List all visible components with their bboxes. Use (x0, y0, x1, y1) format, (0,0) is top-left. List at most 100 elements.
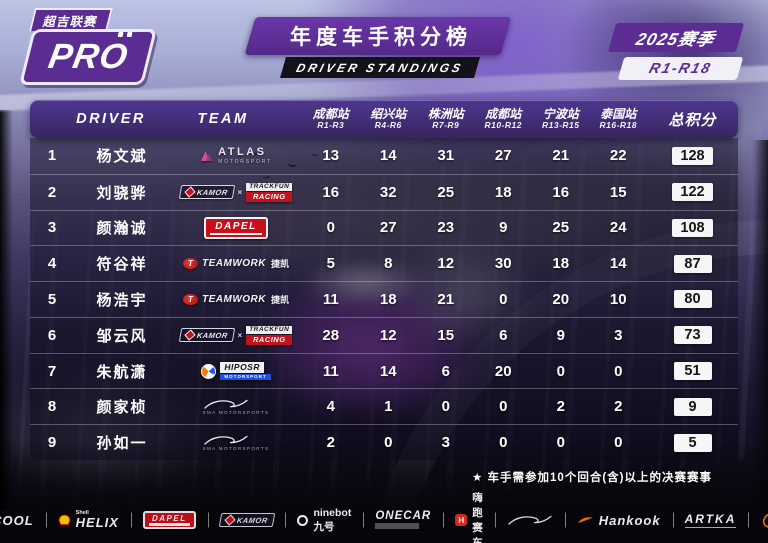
total-badge: 9 (673, 397, 712, 416)
points-cell: 18 (379, 290, 397, 308)
team-name-cn: 捷凯 (270, 259, 289, 270)
driver-name: 杨文斌 (96, 148, 148, 166)
sponsor-artka: ARTKA (673, 512, 749, 528)
total-cell: 5 (647, 433, 738, 452)
team-cell: KAMOR × TRACKFUN RACING (170, 182, 302, 202)
trackfun-badge: TRACKFUN RACING (246, 325, 293, 345)
station-header: 成都站 R1-R3 (302, 108, 360, 130)
points-cell: 11 (322, 362, 339, 380)
season-text: 2025赛季 (633, 30, 718, 49)
sponsor-haipao: H 嗨跑赛车 (443, 490, 495, 543)
atlas-icon (200, 150, 214, 162)
team-sub: MOTORSPORT (218, 158, 272, 165)
page-subtitle: DRIVER STANDINGS (279, 57, 481, 78)
rank-cell: 2 (47, 183, 57, 201)
sponsor-onecar: ONECAR (363, 510, 443, 530)
points-cell: 0 (614, 362, 623, 380)
team-logo: KAMOR × TRACKFUN RACING (178, 182, 293, 202)
sponsor-sma (495, 514, 565, 526)
points-cell: 21 (552, 147, 570, 165)
footnote: ★ 车手需参加10个回合(含)以上的决赛赛事 (472, 472, 712, 484)
team-sub: RACING (246, 192, 293, 202)
total-badge: 51 (673, 362, 712, 381)
page-title-text: 年度车手积分榜 (289, 26, 472, 49)
total-cell: 87 (647, 254, 738, 273)
sponsor-kamor: KAMOR (208, 513, 286, 527)
points-cell: 0 (384, 434, 393, 452)
team-cell: HIPOSR MOTORSPORT (170, 362, 302, 381)
column-header-team: TEAM (197, 111, 249, 127)
rank-cell: 6 (47, 326, 57, 344)
points-cell: 16 (552, 183, 570, 201)
points-cell: 27 (494, 147, 512, 165)
team-name-cn: 捷凯 (270, 294, 289, 305)
driver-name: 符谷祥 (96, 256, 148, 274)
league-logo: 超吉联赛 PRO (19, 8, 157, 85)
diamond-icon (223, 514, 236, 526)
team-logo: SMA MOTORSPORTS (203, 398, 270, 416)
page-title: 年度车手积分榜 (244, 17, 512, 55)
station-name: 泰国站 (600, 107, 637, 122)
rank-cell: 7 (47, 362, 57, 380)
points-cell: 0 (499, 290, 508, 308)
total-badge: 108 (672, 218, 713, 237)
rank-cell: 1 (47, 147, 57, 165)
station-rounds: R4-R6 (374, 119, 402, 130)
driver-name: 杨浩宇 (96, 291, 148, 309)
station-name: 成都站 (485, 107, 522, 122)
points-cell: 18 (552, 255, 570, 273)
total-cell: 122 (647, 183, 738, 202)
sponsor-tianfu: 天府国际赛道 (748, 499, 768, 540)
circuit-icon (760, 510, 768, 530)
points-cell: 30 (494, 255, 512, 273)
points-cell: 4 (326, 398, 335, 416)
swoosh-icon (507, 514, 553, 526)
points-cell: 14 (379, 147, 397, 165)
dapel-badge: DAPEL (204, 216, 268, 239)
points-cell: 20 (494, 362, 512, 380)
teamwork-icon: T (182, 293, 198, 305)
team-name: KAMOR (195, 187, 229, 197)
team-name: TRACKFUN (246, 182, 293, 192)
standings-table: 1 杨文斌 ATLAS MOTORSPORT 13 14 31 27 21 22 128 2 刘骁骅 KA… (30, 138, 738, 460)
points-cell: 6 (441, 362, 450, 380)
team-logo: T TEAMWORK 捷凯 (182, 257, 289, 270)
sponsor-bar: 缤瑞COOLShellHELIXDAPELKAMORninebot九号ONECA… (0, 492, 768, 543)
team-sub: RACING (246, 335, 293, 345)
team-cell: T TEAMWORK 捷凯 (170, 257, 302, 270)
points-cell: 2 (556, 398, 565, 416)
diamond-icon (184, 186, 196, 198)
kamor-badge: KAMOR (218, 513, 275, 527)
team-cell: DAPEL (170, 216, 302, 239)
points-cell: 0 (326, 219, 335, 237)
points-cell: 0 (556, 362, 565, 380)
team-name: TEAMWORK (201, 293, 266, 305)
sponsor-text: Shell (75, 509, 89, 516)
sponsor-text: KAMOR (235, 515, 269, 525)
points-cell: 15 (437, 326, 455, 344)
points-cell: 20 (552, 290, 570, 308)
points-cell: 6 (499, 326, 508, 344)
total-cell: 108 (647, 218, 738, 237)
driver-name: 颜瀚诚 (96, 220, 148, 238)
total-cell: 73 (647, 326, 738, 345)
team-logo: ATLAS MOTORSPORT (200, 147, 272, 165)
station-header: 成都站 R10-R12 (475, 108, 533, 130)
team-name: TEAMWORK (201, 258, 266, 270)
right-dark-edge (752, 140, 768, 500)
sponsor-hankook: Hankook (565, 513, 673, 528)
total-badge: 73 (673, 326, 712, 345)
points-cell: 28 (322, 326, 340, 344)
sponsor-text: ninebot九号 (313, 506, 352, 533)
points-cell: 0 (556, 434, 565, 452)
total-badge: 128 (672, 146, 713, 165)
rounds-badge: R1-R18 (617, 57, 744, 80)
station-name: 绍兴站 (370, 107, 407, 122)
table-row: 4 符谷祥 T TEAMWORK 捷凯 5 8 12 30 18 14 87 (30, 245, 738, 281)
kamor-badge: KAMOR (178, 185, 235, 200)
team-name: TRACKFUN (246, 325, 293, 335)
points-cell: 13 (322, 147, 340, 165)
ninebot-icon (297, 514, 309, 526)
team-name: ATLAS (218, 146, 267, 159)
sponsor-text: COOL (0, 512, 34, 528)
